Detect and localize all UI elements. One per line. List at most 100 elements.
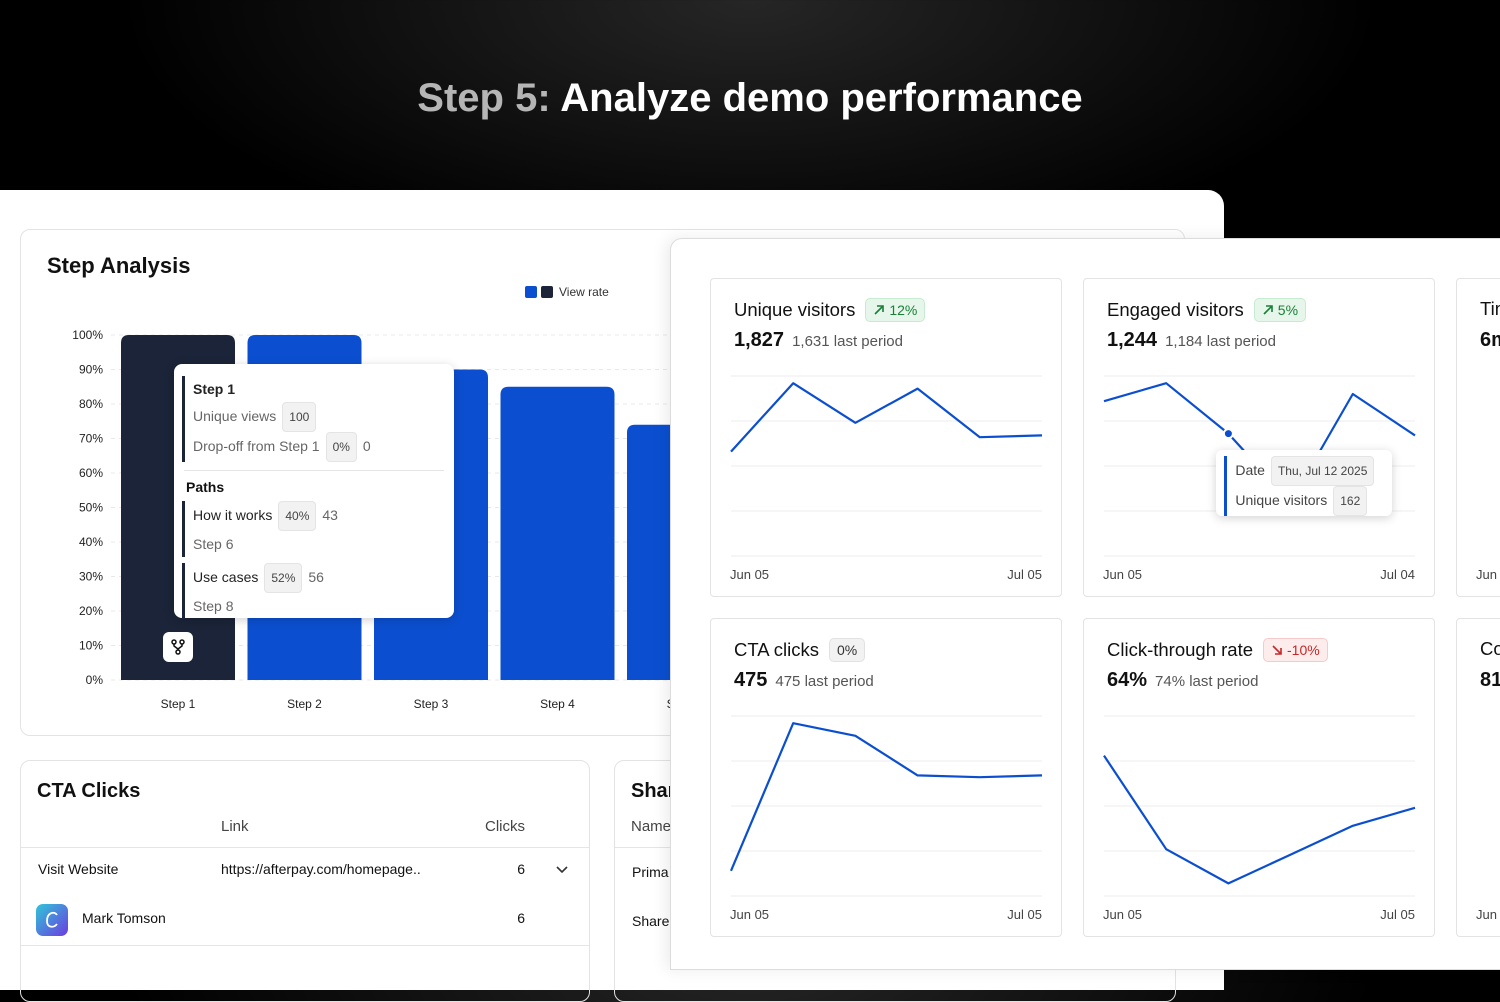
tooltip-title: Step 1 [193,381,236,397]
change-badge: 12% [865,298,926,322]
x-tick-label: Step 4 [540,697,575,711]
avatar [36,904,68,936]
metric-card: Time 6m Jun [1456,278,1500,597]
paths-button[interactable] [163,632,193,662]
path-value: 43 [322,507,338,523]
path-chip: 52% [264,563,303,593]
legend-label: View rate [559,285,609,299]
step-tooltip: Step 1 Unique views 100 Drop-off from Ste… [174,364,454,619]
cta-clicks-card: CTA Clicks Link Clicks Visit Website http… [20,760,590,1002]
y-tick-label: 50% [79,501,103,515]
row-clicks: 6 [517,910,525,926]
tooltip-row: Unique views 100 [193,402,454,432]
share-name: Prima [632,864,669,880]
x-end-label: Jul 04 [1380,567,1415,582]
row-label: Unique views [193,408,277,424]
x-tick-label: Step 2 [287,697,322,711]
x-start-label: Jun 05 [730,907,770,922]
row-label: Drop-off from Step 1 [193,438,320,454]
metric-header: Unique visitors 12% [734,298,926,322]
legend: View rate [525,285,609,299]
y-tick-label: 10% [79,639,103,653]
y-tick-label: 0% [86,673,104,687]
metric-card: Click-through rate -10% 64% 74% last period… [1083,618,1435,937]
path-row: How it works 40% 43 Step 6 [182,501,454,557]
row-link: https://afterpay.com/homepage.. [221,861,421,877]
column-header: Name [631,818,672,835]
metric-value: 64% [1107,669,1148,691]
x-tick-label: Step 1 [161,697,196,711]
branch-icon [171,639,185,655]
x-start-label: Jun 05 [1103,567,1143,582]
tooltip-label: Unique visitors [1235,491,1328,508]
y-tick-label: 90% [79,363,103,377]
trend-icon [874,305,885,315]
metric-card: Unique visitors 12% 1,827 1,631 last period… [710,278,1062,597]
metric-header: CTA clicks 0% [734,638,866,662]
hover-point [1222,428,1234,440]
path-label: Use cases [193,569,259,585]
metric-title: Click-through rate [1107,639,1254,660]
column-header: Link [221,818,249,835]
metric-value: 1,827 [734,329,785,351]
legend-swatch [525,286,537,298]
heading-step: Step 5: [417,76,551,120]
bar [500,386,615,680]
y-tick-label: 60% [79,466,103,480]
change-value: 0% [836,642,858,658]
metric-value: 81 [1480,669,1500,691]
path-line: How it works 40% 43 [193,501,454,531]
line-chart [730,375,1043,557]
metric-previous: 74% last period [1155,673,1259,690]
y-tick-label: 80% [79,397,103,411]
metric-title: Time [1480,298,1500,319]
chart-tooltip: Date Thu, Jul 12 2025 Unique visitors 162 [1216,449,1393,516]
page-heading: Step 5: Analyze demo performance [0,76,1500,121]
tooltip-body: Date Thu, Jul 12 2025 Unique visitors 162 [1224,455,1392,516]
path-value: 56 [308,569,324,585]
path-line: Use cases 52% 56 [193,563,454,593]
x-end-label: Jul 05 [1007,567,1042,582]
metric-title: Co [1480,638,1500,659]
change-value: 5% [1277,302,1299,318]
row-value: 0 [362,438,371,454]
line-series [729,722,1043,872]
trend-arrow [874,305,885,315]
metric-card: Co 81 Jun [1456,618,1500,937]
row-chip: 0% [325,432,357,462]
metric-value: 475 [734,669,768,691]
share-name: Share [632,913,670,929]
line-chart [1103,375,1416,557]
x-tick-label: Step 3 [414,697,449,711]
metric-values: 6m [1480,329,1500,352]
x-end-label: Jul 05 [1007,907,1042,922]
line-series [730,382,1043,453]
card-title: Shar [631,780,676,802]
change-value: -10% [1287,642,1320,658]
x-end-label: Jul 05 [1380,907,1415,922]
x-start-label: Jun 05 [1103,907,1143,922]
trend-icon [1272,645,1282,655]
change-badge: 0% [828,638,866,662]
change-value: 12% [889,302,918,318]
expand-toggle[interactable] [555,862,569,881]
row-clicks: 6 [517,861,525,877]
metric-header: Engaged visitors 5% [1107,298,1307,322]
metric-values: 475 475 last period [734,669,874,692]
line-series [1103,754,1416,885]
metric-value: 1,244 [1107,329,1158,351]
metric-values: 1,244 1,184 last period [1107,329,1276,352]
line-chart [729,715,1043,897]
legend-swatch [541,286,553,298]
metric-value: 6m [1480,329,1500,351]
heading-title: Analyze demo performance [560,76,1083,120]
metric-previous: 1,631 last period [792,333,903,350]
tooltip-row: Date Thu, Jul 12 2025 [1235,455,1392,486]
metric-title: Engaged visitors [1107,299,1244,320]
row-chip: 100 [282,402,317,432]
metric-card: Engaged visitors 5% 1,244 1,184 last period… [1083,278,1435,597]
path-step: Step 6 [193,536,234,552]
row-name: Visit Website [38,861,119,877]
change-badge: 5% [1253,298,1307,322]
